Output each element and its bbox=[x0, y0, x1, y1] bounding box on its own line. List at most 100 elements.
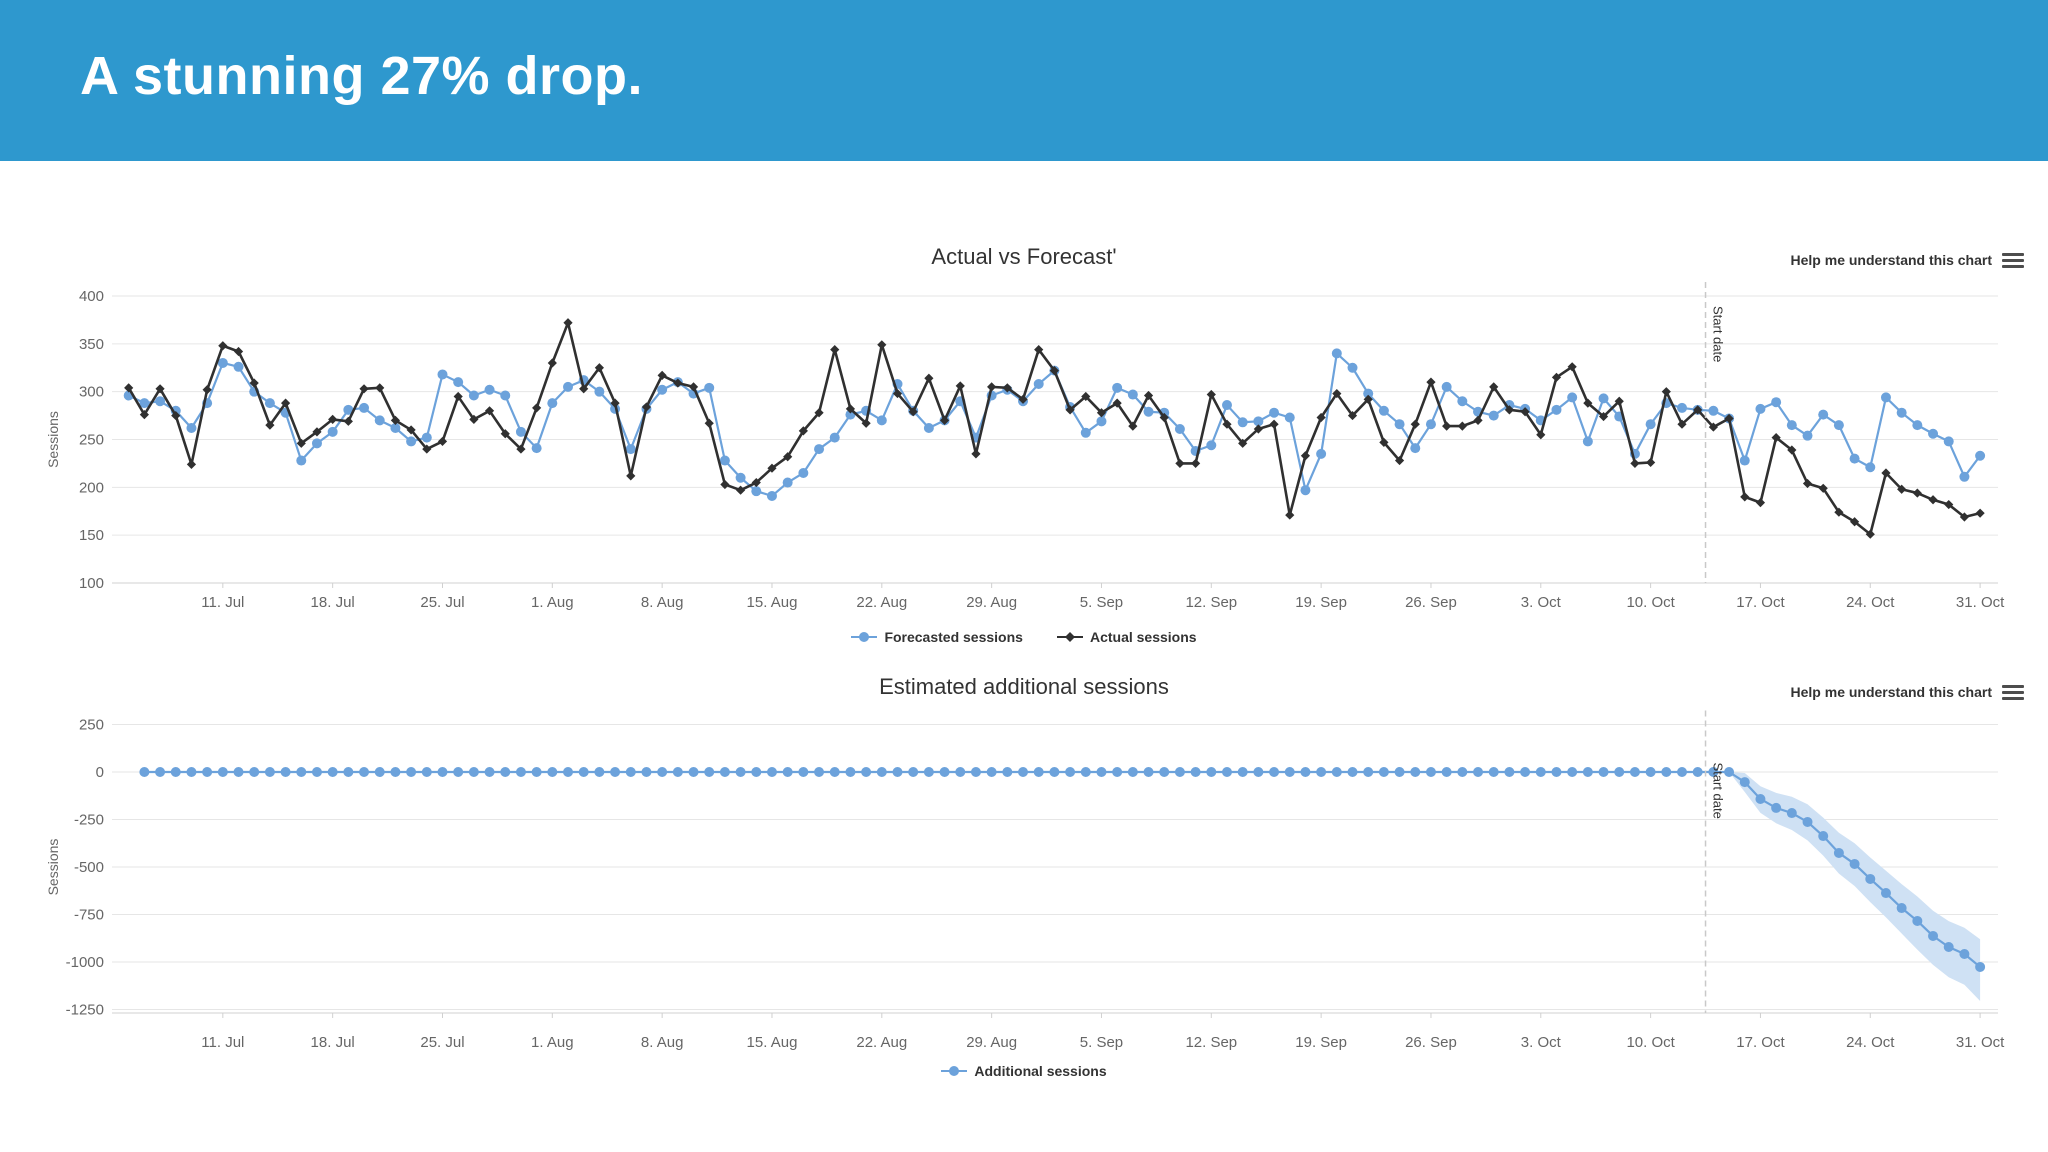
data-point bbox=[673, 378, 683, 388]
data-point bbox=[1253, 416, 1264, 427]
actual-vs-forecast-plot[interactable]: 400 350 300 250 200 150 100 Sessions 11. Jul 18. … bbox=[0, 220, 2048, 650]
data-point bbox=[736, 485, 746, 495]
data-point bbox=[1300, 485, 1311, 496]
data-point bbox=[1708, 422, 1718, 432]
x-tick-label: 26. Sep bbox=[1405, 1034, 1457, 1051]
data-point bbox=[233, 346, 244, 357]
data-point bbox=[766, 490, 777, 501]
data-point bbox=[1928, 428, 1939, 439]
y-tick-label: 350 bbox=[79, 336, 104, 353]
data-point bbox=[1394, 767, 1405, 777]
data-point bbox=[1771, 432, 1781, 443]
legend-item-actual-sessions[interactable]: Actual sessions bbox=[1056, 629, 1197, 645]
y-axis-title: Sessions bbox=[45, 411, 61, 468]
data-point bbox=[453, 767, 464, 777]
data-point bbox=[1269, 767, 1280, 777]
data-point bbox=[1065, 405, 1075, 415]
data-point bbox=[421, 432, 432, 443]
data-point bbox=[1206, 767, 1217, 777]
data-point bbox=[1426, 377, 1436, 387]
data-point bbox=[1033, 767, 1044, 777]
data-point bbox=[296, 438, 306, 448]
data-point bbox=[1567, 767, 1578, 777]
data-point bbox=[1912, 420, 1923, 431]
data-point bbox=[1425, 419, 1436, 430]
chart2-menu-hamburger-icon[interactable] bbox=[2002, 684, 2024, 700]
data-point bbox=[359, 402, 370, 413]
x-tick-label: 10. Oct bbox=[1626, 1034, 1675, 1051]
data-point bbox=[1677, 767, 1687, 777]
x-tick-label: 18. Jul bbox=[311, 594, 355, 611]
data-point bbox=[327, 426, 338, 437]
data-point bbox=[186, 459, 197, 469]
data-point bbox=[202, 767, 213, 777]
data-point bbox=[1677, 402, 1687, 413]
data-point bbox=[955, 381, 965, 391]
data-point bbox=[312, 427, 322, 437]
y-tick-label: 250 bbox=[79, 717, 104, 734]
y-tick-label: 250 bbox=[79, 432, 104, 449]
y-tick-label: 150 bbox=[79, 527, 104, 544]
data-point bbox=[375, 383, 385, 393]
data-point bbox=[782, 477, 793, 488]
chart1-help-link[interactable]: Help me understand this chart bbox=[1790, 252, 1992, 268]
data-point bbox=[1849, 517, 1860, 527]
data-point bbox=[327, 767, 338, 777]
x-tick-label: 25. Jul bbox=[420, 1034, 464, 1051]
data-point bbox=[719, 767, 730, 777]
x-tick-label: 19. Sep bbox=[1295, 594, 1347, 611]
additional-legend-marker-icon bbox=[941, 1066, 968, 1076]
data-point bbox=[1457, 396, 1468, 407]
chart2-help-link[interactable]: Help me understand this chart bbox=[1790, 684, 1992, 700]
data-point bbox=[249, 378, 259, 388]
data-point bbox=[1880, 888, 1891, 899]
data-point bbox=[1237, 417, 1248, 428]
data-point bbox=[1081, 391, 1091, 402]
data-point bbox=[1410, 419, 1420, 429]
data-point bbox=[280, 398, 291, 408]
data-point bbox=[924, 373, 934, 383]
data-point bbox=[1755, 498, 1766, 508]
data-point bbox=[1191, 458, 1201, 469]
data-point bbox=[1629, 767, 1640, 777]
data-point bbox=[1080, 767, 1091, 777]
data-point bbox=[1896, 407, 1907, 418]
y-tick-label: 400 bbox=[79, 288, 104, 305]
data-point bbox=[1316, 448, 1327, 459]
data-point bbox=[861, 767, 872, 777]
y-tick-label: -1000 bbox=[66, 954, 104, 971]
legend-item-forecasted-sessions[interactable]: Forecasted sessions bbox=[851, 629, 1023, 645]
data-point bbox=[1724, 767, 1735, 777]
chart1-legend: Forecasted sessions Actual sessions bbox=[0, 629, 2048, 645]
data-point bbox=[1834, 507, 1844, 517]
data-point bbox=[1457, 421, 1467, 431]
data-point bbox=[1316, 767, 1327, 777]
data-point bbox=[1551, 404, 1562, 415]
chart2-help-row: Help me understand this chart bbox=[1791, 684, 2024, 700]
data-point bbox=[532, 403, 542, 413]
y-tick-label: -250 bbox=[74, 812, 104, 829]
data-point bbox=[1535, 767, 1546, 777]
x-tick-label: 15. Aug bbox=[747, 1034, 798, 1051]
data-point bbox=[1347, 410, 1358, 421]
x-tick-label: 31. Oct bbox=[1956, 594, 2005, 611]
data-point bbox=[1347, 767, 1358, 777]
data-point bbox=[547, 398, 558, 409]
data-point bbox=[155, 396, 166, 407]
data-point bbox=[641, 402, 652, 412]
data-point bbox=[1708, 405, 1719, 416]
data-point bbox=[1425, 767, 1436, 777]
data-point bbox=[814, 767, 825, 777]
legend-item-additional-sessions[interactable]: Additional sessions bbox=[941, 1063, 1107, 1079]
chart1-menu-hamburger-icon[interactable] bbox=[2002, 252, 2024, 268]
data-point bbox=[1379, 437, 1389, 447]
data-point bbox=[1677, 419, 1687, 429]
data-point bbox=[1928, 930, 1939, 941]
data-point bbox=[704, 382, 715, 393]
y-tick-label: 100 bbox=[79, 575, 104, 592]
data-point bbox=[139, 410, 149, 420]
data-point bbox=[1363, 388, 1374, 399]
data-point bbox=[1520, 407, 1530, 417]
data-point bbox=[155, 767, 166, 777]
additional-sessions-plot[interactable]: 250 0 -250 -500 -750 -1000 -1250 Sessions 11. Ju… bbox=[0, 700, 2048, 1060]
